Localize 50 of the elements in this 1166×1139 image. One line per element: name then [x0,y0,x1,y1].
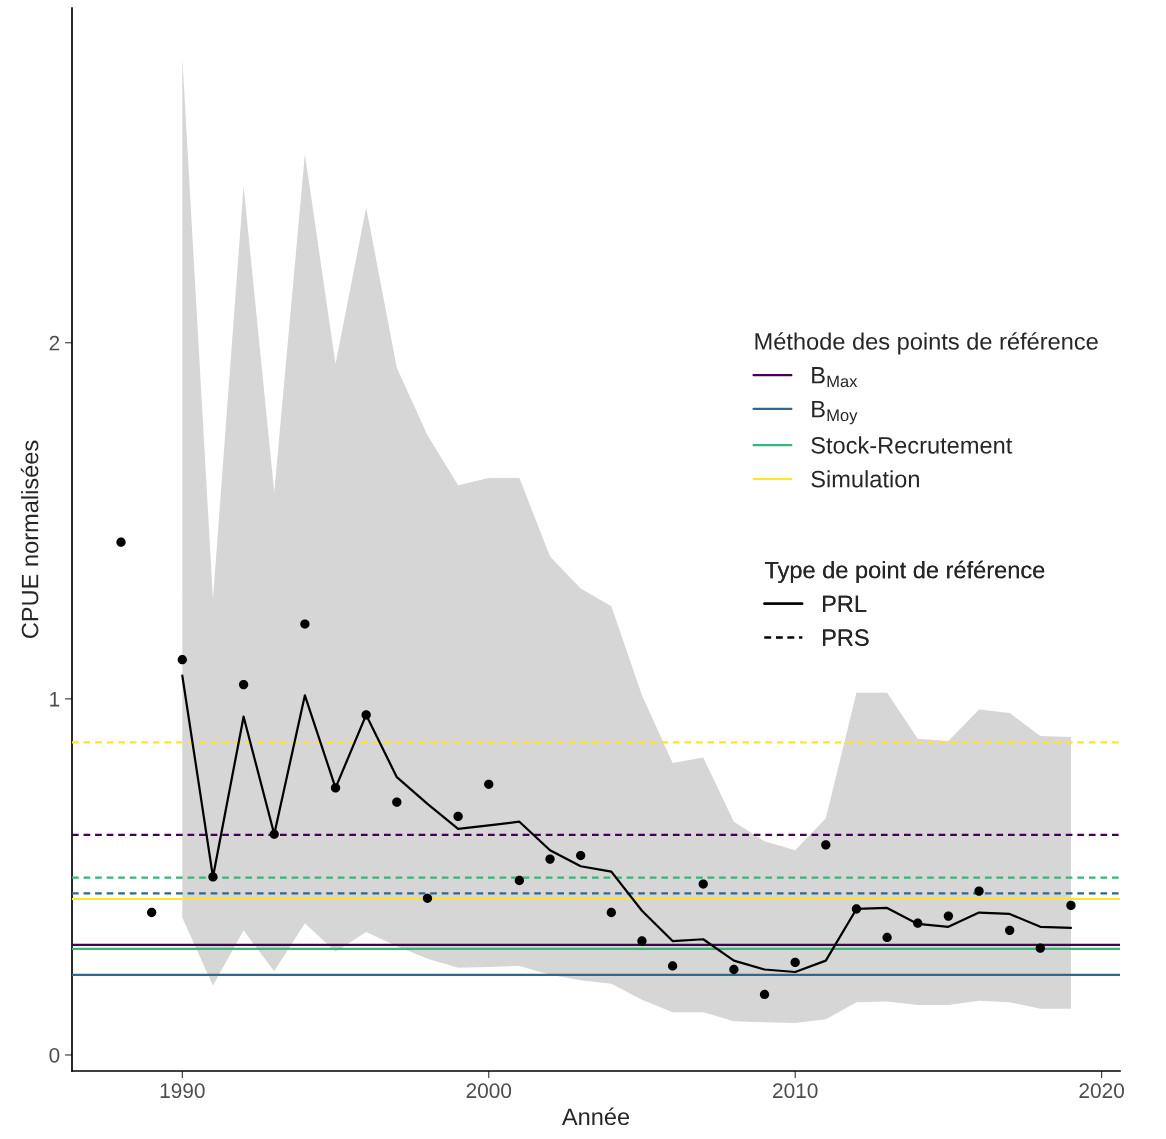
point [392,797,402,807]
annotation: Type de point de référence [764,560,1045,584]
point [759,989,770,1000]
x-tick-label: 2000 [466,1083,512,1099]
point [361,710,371,720]
annotation: PRL [823,595,867,612]
x-axis-title: Année [561,1107,630,1126]
y-axis-title: CPUE normalisées [20,440,39,639]
y-tick-label: 2 [49,335,60,351]
point [606,907,616,918]
point [177,655,187,665]
annotation: PRS [823,629,869,646]
point [943,911,954,921]
line-series [181,674,1073,974]
y-tick-label: 0 [49,1047,60,1063]
point [821,840,831,850]
point [208,872,218,882]
point [238,679,249,690]
x-tick-label: 2010 [773,1083,818,1099]
point [1066,900,1076,911]
y-tick-label: 1 [50,692,60,707]
point [453,811,463,822]
point [913,918,923,928]
point [974,886,984,896]
legend-label: Simulation [811,470,919,488]
point [851,904,862,914]
point [637,936,647,946]
point [269,829,279,839]
legend-label: B$_{Max}$ [812,367,858,388]
legend-label: Stock-Recrutement [811,436,1013,454]
point [300,619,310,629]
x-tick-label: 1990 [160,1083,205,1099]
point [422,893,433,903]
x-tick-label: 2020 [1079,1083,1124,1099]
point [545,854,555,864]
point [1005,925,1015,935]
point [116,537,126,547]
point [330,783,341,793]
point [882,932,892,943]
point [484,779,494,789]
point [667,961,678,971]
legend-title: Méthode des points de référence [755,332,1098,355]
point [1035,943,1045,953]
point [147,907,157,918]
point [576,850,586,861]
point [514,875,525,886]
point [698,879,708,889]
legend-label: B$_{Moy}$ [812,400,858,425]
point [729,964,739,975]
point [790,957,800,968]
